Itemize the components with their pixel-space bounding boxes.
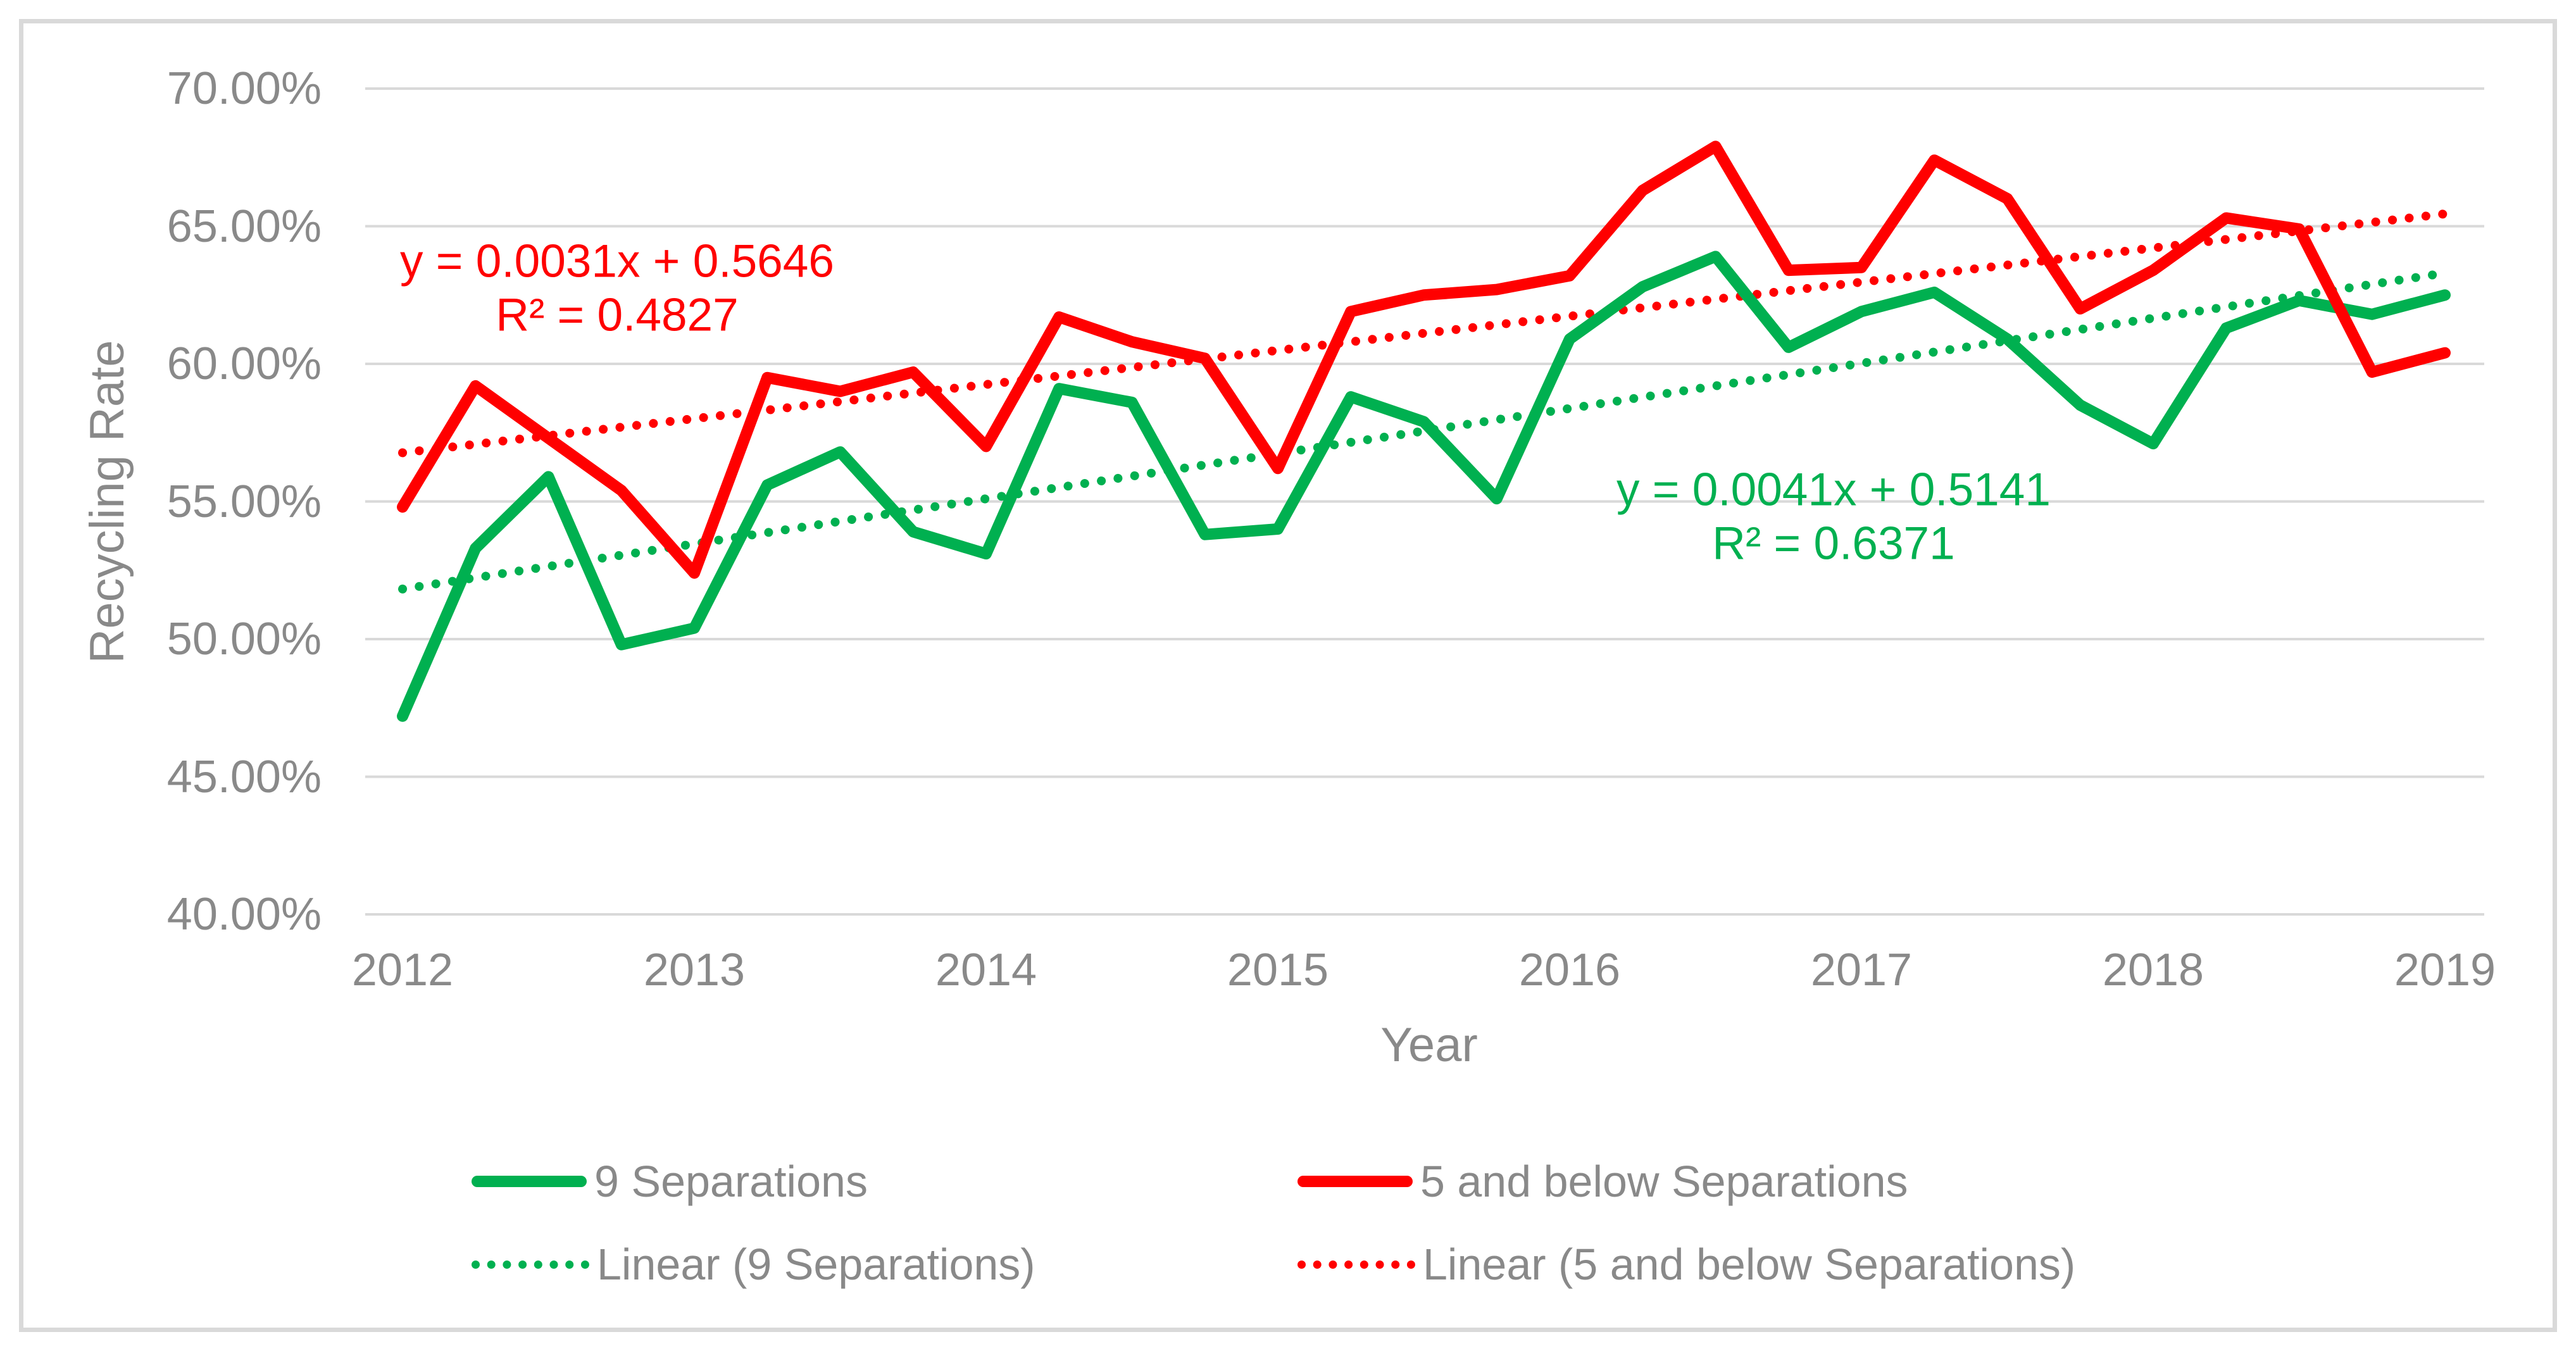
- green-dotted-line-swatch: [472, 1260, 589, 1269]
- y-axis-tick-label: 65.00%: [166, 201, 322, 252]
- red-dotted-line-swatch: [1297, 1260, 1415, 1269]
- x-axis-tick-label: 2019: [2394, 945, 2496, 995]
- legend-item-linear-9-separations[interactable]: Linear (9 Separations): [472, 1239, 1035, 1290]
- y-axis-tick-label: 45.00%: [166, 751, 322, 802]
- y-axis-tick-label: 40.00%: [166, 889, 322, 940]
- x-axis-tick-label: 2012: [351, 945, 454, 995]
- green-solid-line-swatch: [472, 1176, 587, 1187]
- x-axis-tick-label: 2016: [1518, 945, 1621, 995]
- x-axis-tick-label: 2013: [643, 945, 746, 995]
- red-trendline: [398, 209, 2449, 458]
- x-axis-title: Year: [1380, 1018, 1478, 1072]
- red-trendline-equation: y = 0.0031x + 0.5646 R² = 0.4827: [400, 235, 834, 343]
- x-axis-tick-label: 2017: [1810, 945, 1913, 995]
- y-axis-title: Recycling Rate: [80, 340, 134, 664]
- y-axis-tick-label: 50.00%: [166, 614, 322, 664]
- legend-label: Linear (9 Separations): [597, 1240, 1035, 1289]
- legend-label: 9 Separations: [594, 1157, 868, 1206]
- x-axis-tick-label: 2018: [2102, 945, 2204, 995]
- green-series-line: [397, 251, 2451, 722]
- x-axis-tick-label: 2014: [935, 945, 1037, 995]
- x-axis-tick-label: 2015: [1227, 945, 1329, 995]
- legend-item-5-and-below-separations[interactable]: 5 and below Separations: [1297, 1156, 1908, 1207]
- red-solid-line-swatch: [1297, 1176, 1413, 1187]
- y-axis-tick-label: 70.00%: [166, 63, 322, 114]
- y-axis-tick-label: 60.00%: [166, 339, 322, 389]
- y-axis-tick-label: 55.00%: [166, 476, 322, 527]
- legend-item-linear-5-and-below-separations[interactable]: Linear (5 and below Separations): [1297, 1239, 2075, 1290]
- chart-outer-border: [19, 19, 2557, 1332]
- red-series-line: [397, 140, 2451, 579]
- red-trendline-equation-line1: y = 0.0031x + 0.5646: [400, 235, 834, 287]
- red-trendline-r2: R² = 0.4827: [496, 290, 739, 341]
- green-trendline-equation-line1: y = 0.0041x + 0.5141: [1616, 464, 2051, 516]
- legend-label: 5 and below Separations: [1420, 1157, 1908, 1206]
- green-trendline-equation: y = 0.0041x + 0.5141 R² = 0.6371: [1616, 463, 2051, 571]
- legend-item-9-separations[interactable]: 9 Separations: [472, 1156, 868, 1207]
- legend-label: Linear (5 and below Separations): [1423, 1240, 2076, 1289]
- green-trendline-r2: R² = 0.6371: [1712, 518, 1955, 570]
